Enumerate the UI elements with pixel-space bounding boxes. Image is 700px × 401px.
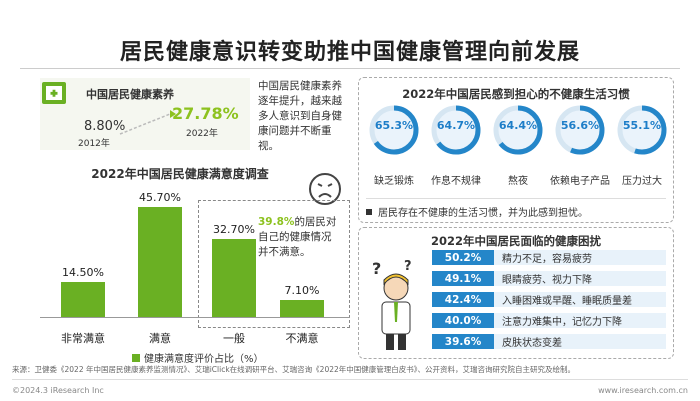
trouble-row: 40.0% 注意力难集中，记忆力下降 bbox=[432, 313, 666, 328]
trouble-row: 50.2% 精力不足，容易疲劳 bbox=[432, 250, 666, 265]
stress-icon bbox=[617, 105, 667, 155]
svg-text:?: ? bbox=[372, 259, 381, 278]
bar-value-label: 7.10% bbox=[284, 283, 320, 297]
dumbbell-icon bbox=[369, 105, 419, 155]
trouble-description: 精力不足，容易疲劳 bbox=[494, 250, 666, 265]
moon-icon bbox=[493, 105, 543, 155]
chart-title: 2022年中国居民健康满意度调查 bbox=[91, 167, 269, 181]
category-label: 一般 bbox=[223, 332, 245, 345]
habit-label: 作息不规律 bbox=[431, 176, 481, 187]
bar-3 bbox=[280, 299, 324, 317]
ring-progress bbox=[493, 105, 543, 155]
literacy-panel bbox=[40, 78, 250, 150]
troubles-panel bbox=[358, 227, 674, 359]
bar-value-label: 32.70% bbox=[213, 222, 255, 236]
bar-0 bbox=[61, 282, 105, 317]
habit-percent: 64.7% bbox=[436, 119, 476, 132]
ring-progress bbox=[617, 105, 667, 155]
troubles-title: 2022年中国居民面临的健康困扰 bbox=[430, 234, 601, 248]
habits-panel bbox=[358, 77, 674, 223]
literacy-value-2012: 8.80% bbox=[84, 119, 126, 134]
bar-value-label: 45.70% bbox=[139, 191, 181, 205]
clock-icon bbox=[431, 105, 481, 155]
growth-arrow bbox=[119, 110, 176, 135]
phone-icon bbox=[555, 105, 605, 155]
footer-divider bbox=[12, 379, 688, 380]
website-link[interactable]: www.iresearch.com.cn bbox=[598, 386, 688, 395]
ring-progress bbox=[555, 105, 605, 155]
bullet-icon bbox=[366, 208, 372, 215]
trouble-row: 39.6% 皮肤状态变差 bbox=[432, 334, 666, 349]
trouble-row: 42.4% 入睡困难或早醒、睡眠质量差 bbox=[432, 292, 666, 307]
trouble-percent: 39.6% bbox=[432, 334, 494, 349]
title-divider bbox=[20, 68, 680, 69]
trouble-percent: 42.4% bbox=[432, 292, 494, 307]
satisfaction-note: 39.8%的居民对自己的健康情况并不满意。 bbox=[258, 215, 340, 260]
bar-2 bbox=[212, 238, 256, 317]
habit-label: 缺乏锻炼 bbox=[374, 176, 414, 187]
literacy-year-2022: 2022年 bbox=[186, 129, 218, 139]
habits-note: 居民存在不健康的生活习惯，并为此感到担忧。 bbox=[366, 204, 588, 219]
dissatisfied-highlight-box bbox=[198, 200, 350, 328]
habits-divider bbox=[366, 198, 666, 199]
copyright: ©2024.3 iResearch Inc bbox=[12, 386, 104, 395]
trouble-description: 皮肤状态变差 bbox=[494, 334, 666, 349]
category-label: 满意 bbox=[149, 332, 171, 345]
category-label: 不满意 bbox=[285, 332, 319, 345]
literacy-title: 中国居民健康素养 bbox=[86, 88, 174, 101]
bar-1 bbox=[138, 207, 182, 317]
habits-title: 2022年中国居民感到担心的不健康生活习惯 bbox=[402, 87, 630, 101]
page-title: 居民健康意识转变助推中国健康管理向前发展 bbox=[119, 40, 580, 65]
chart-baseline bbox=[40, 317, 350, 318]
legend-label: 健康满意度评价占比（%） bbox=[144, 354, 264, 365]
bar-value-label: 14.50% bbox=[62, 266, 104, 280]
sad-face-icon bbox=[309, 173, 341, 205]
note-text: 的居民对自己的健康情况并不满意。 bbox=[258, 216, 337, 258]
habit-percent: 64.4% bbox=[498, 119, 538, 132]
habit-label: 依赖电子产品 bbox=[550, 176, 610, 187]
note-percent: 39.8% bbox=[258, 216, 295, 228]
confused-person-icon: ? ? bbox=[372, 259, 412, 350]
habit-percent: 55.1% bbox=[622, 119, 662, 132]
trouble-percent: 50.2% bbox=[432, 250, 494, 265]
literacy-description: 中国居民健康素养逐年提升，越来越多人意识到自身健康问题并不断重视。 bbox=[258, 80, 342, 152]
svg-text:?: ? bbox=[404, 259, 412, 274]
trouble-row: 49.1% 眼睛疲劳、视力下降 bbox=[432, 271, 666, 286]
category-label: 非常满意 bbox=[61, 332, 105, 345]
trouble-description: 注意力难集中，记忆力下降 bbox=[494, 313, 666, 328]
chart-legend: 健康满意度评价占比（%） bbox=[132, 350, 264, 365]
habit-percent: 65.3% bbox=[374, 119, 414, 132]
trouble-percent: 40.0% bbox=[432, 313, 494, 328]
health-book-icon bbox=[42, 82, 66, 104]
literacy-year-2012: 2012年 bbox=[78, 139, 110, 149]
trouble-description: 眼睛疲劳、视力下降 bbox=[494, 271, 666, 286]
trouble-description: 入睡困难或早醒、睡眠质量差 bbox=[494, 292, 666, 307]
habit-percent: 56.6% bbox=[560, 119, 600, 132]
ring-progress bbox=[431, 105, 481, 155]
trouble-percent: 49.1% bbox=[432, 271, 494, 286]
source-note: 来源：卫健委《2022 年中国居民健康素养监测情况》、艾瑞iClick在线调研平… bbox=[12, 365, 576, 374]
habit-label: 熬夜 bbox=[508, 176, 528, 187]
habit-label: 压力过大 bbox=[622, 176, 662, 187]
legend-swatch bbox=[132, 353, 140, 362]
literacy-value-2022: 27.78% bbox=[172, 104, 239, 123]
ring-progress bbox=[369, 105, 419, 155]
habits-note-text: 居民存在不健康的生活习惯，并为此感到担忧。 bbox=[378, 208, 588, 219]
